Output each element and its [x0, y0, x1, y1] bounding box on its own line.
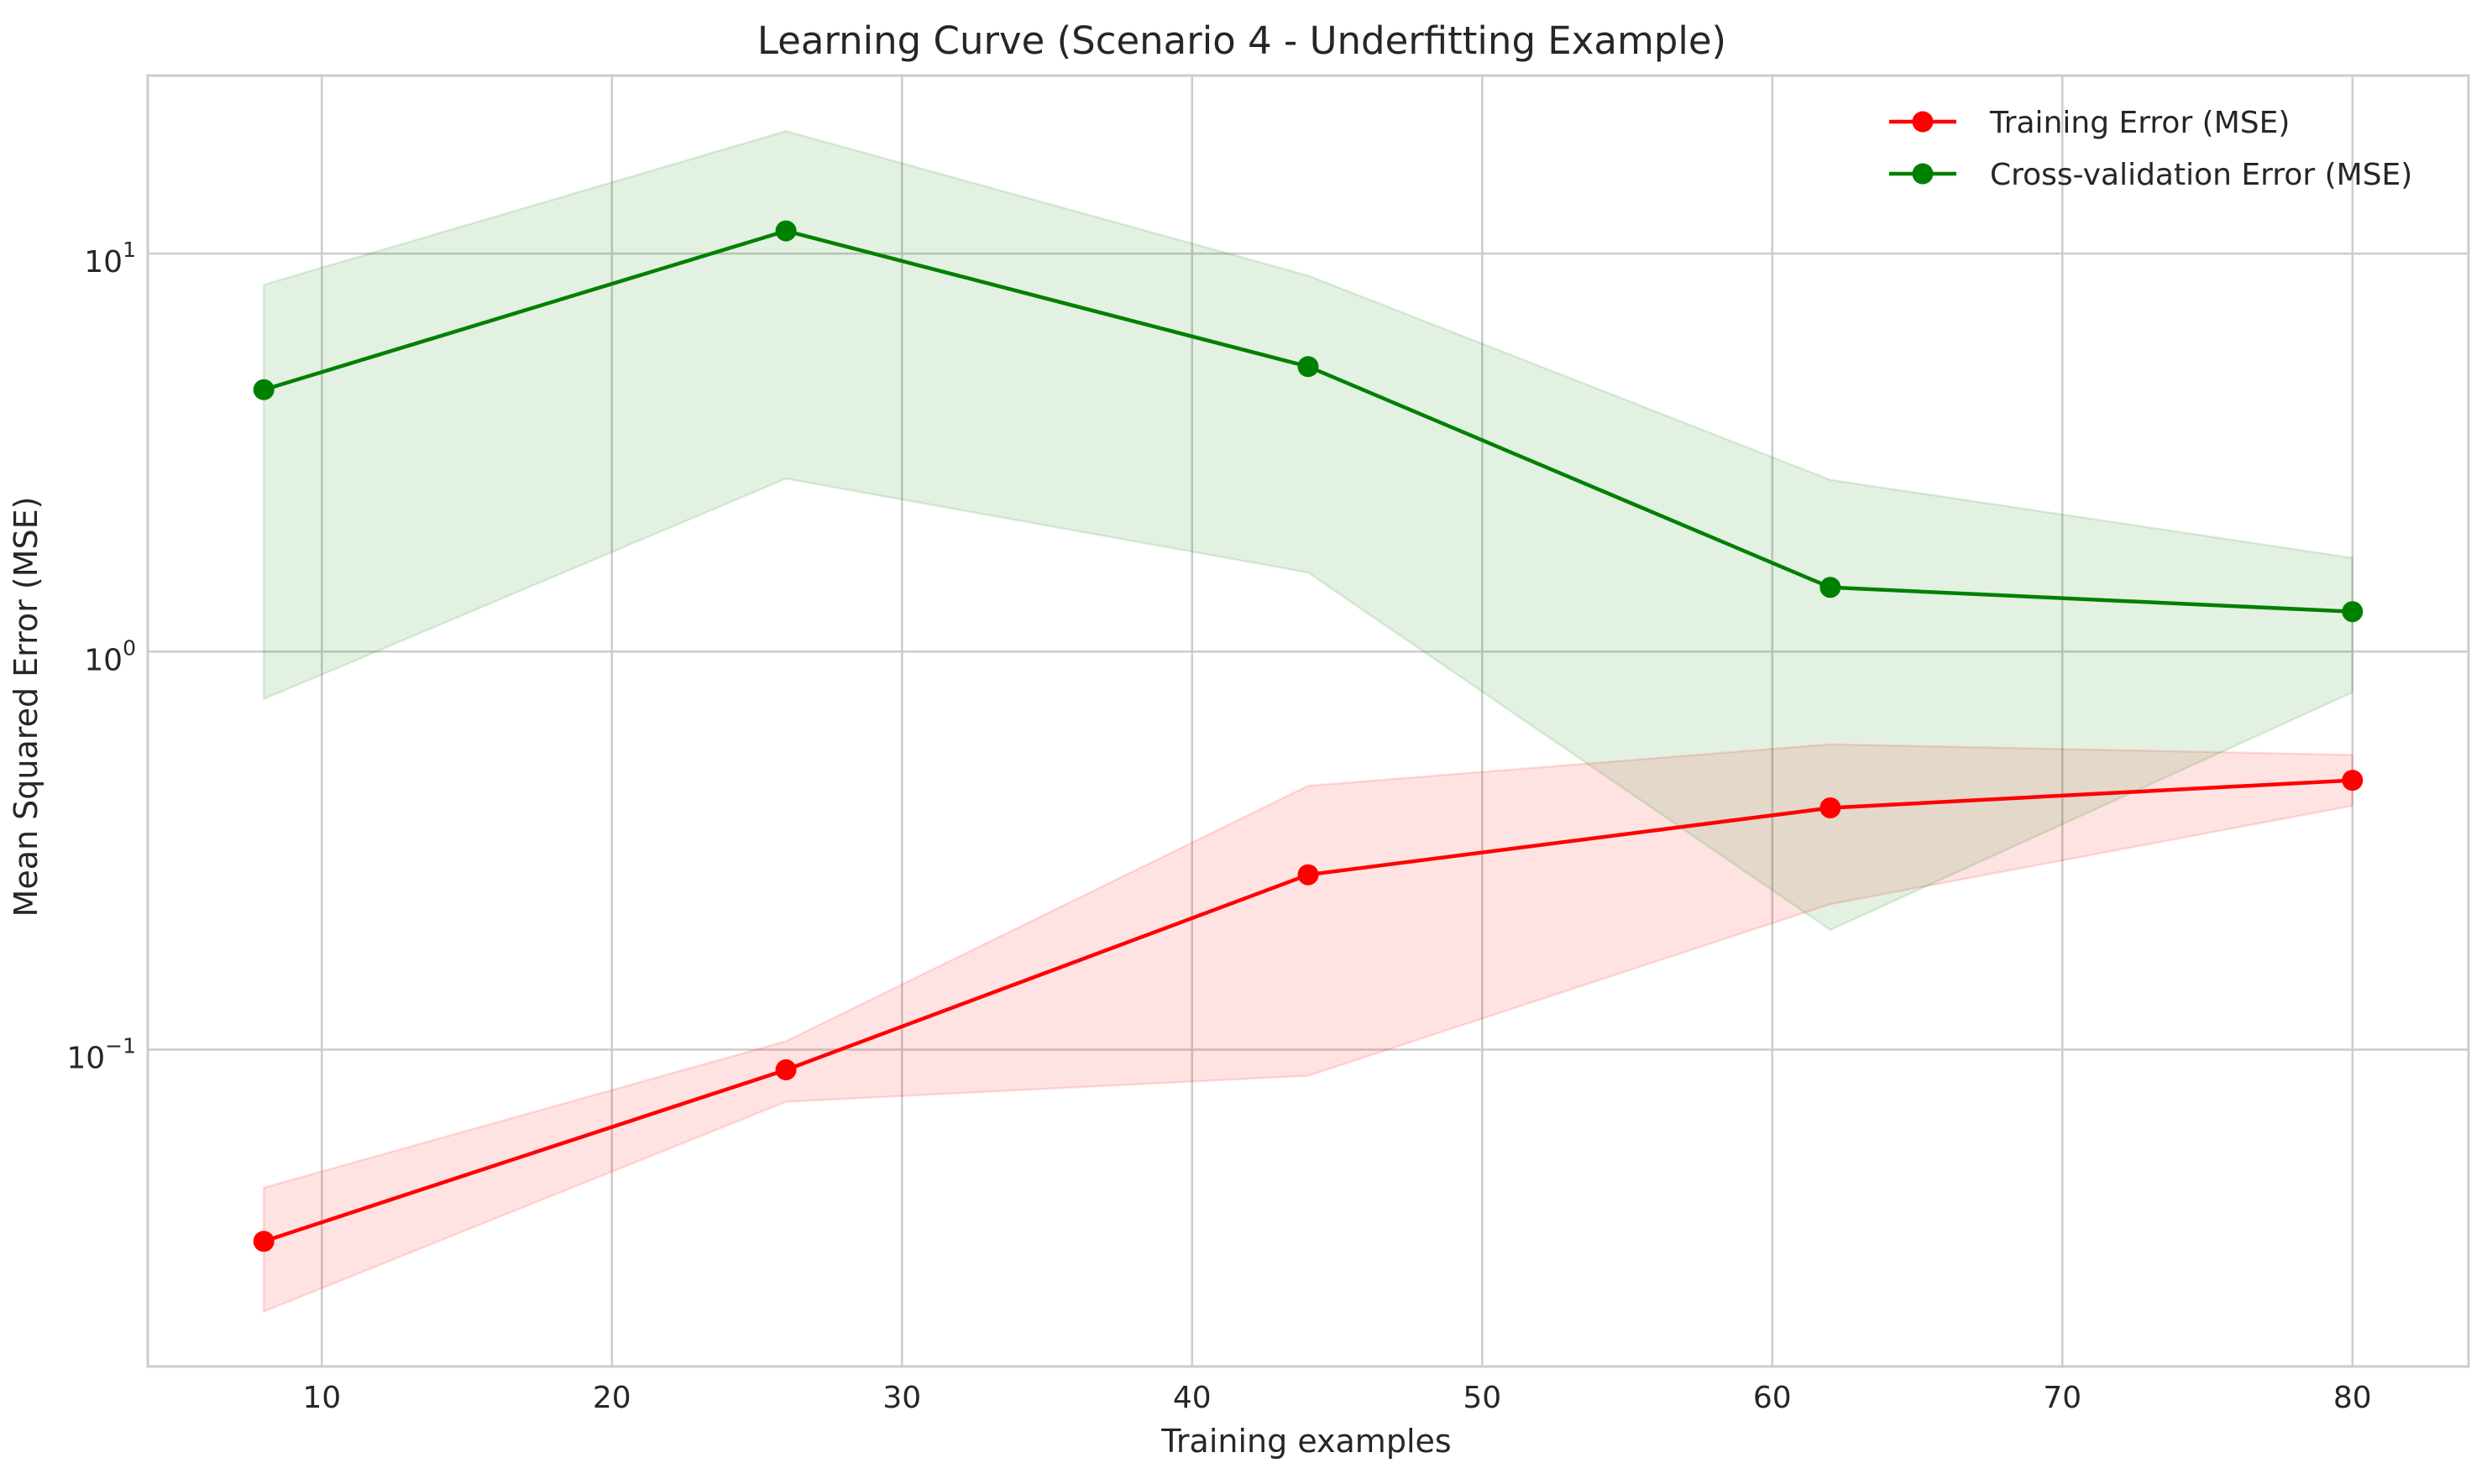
grid-lines — [148, 76, 2468, 1366]
x-tick-label: 80 — [2333, 1381, 2372, 1415]
chart-title: Learning Curve (Scenario 4 - Underfittin… — [757, 18, 1726, 63]
y-tick-base: 10 — [84, 643, 123, 677]
y-tick-label: 101 — [84, 238, 136, 280]
legend-label-0: Training Error (MSE) — [1989, 106, 2290, 140]
error-band-0 — [262, 743, 2354, 1314]
y-tick-label: 100 — [84, 635, 136, 677]
y-tick-exponent: 0 — [123, 635, 136, 660]
x-tick-label: 70 — [2043, 1381, 2081, 1415]
legend-label-1: Cross-validation Error (MSE) — [1990, 158, 2412, 192]
data-point — [775, 220, 797, 242]
plot-frame — [146, 74, 2470, 1368]
error-bands — [262, 129, 2354, 1314]
data-point — [2342, 770, 2364, 792]
x-tick-label: 50 — [1463, 1381, 1501, 1415]
data-point — [1297, 356, 1319, 378]
error-band-1 — [262, 129, 2354, 932]
y-tick-base: 10 — [84, 245, 123, 280]
x-tick-label: 20 — [593, 1381, 631, 1415]
data-point — [775, 1059, 797, 1081]
data-point — [1819, 797, 1841, 818]
data-point — [253, 379, 275, 400]
data-point — [1297, 864, 1319, 886]
x-axis-ticks: 10 20 30 40 50 60 70 80 — [302, 1381, 2371, 1415]
x-tick-label: 10 — [302, 1381, 341, 1415]
x-axis-label: Training examples — [1160, 1423, 1451, 1460]
legend-marker-0 — [1912, 111, 1934, 133]
y-tick-base: 10 — [66, 1042, 105, 1076]
legend: Training Error (MSE) Cross-validation Err… — [1889, 106, 2412, 192]
y-tick-label: 10−1 — [66, 1034, 136, 1076]
y-tick-exponent: 1 — [123, 238, 136, 262]
data-point — [2342, 601, 2364, 623]
legend-marker-1 — [1912, 163, 1934, 185]
x-tick-label: 60 — [1753, 1381, 1792, 1415]
data-point — [1819, 577, 1841, 598]
y-tick-exponent: −1 — [105, 1034, 136, 1058]
x-tick-label: 30 — [882, 1381, 921, 1415]
x-tick-label: 40 — [1173, 1381, 1212, 1415]
y-axis-label: Mean Squared Error (MSE) — [8, 497, 44, 917]
data-point — [253, 1231, 275, 1252]
series-points — [253, 220, 2364, 1252]
